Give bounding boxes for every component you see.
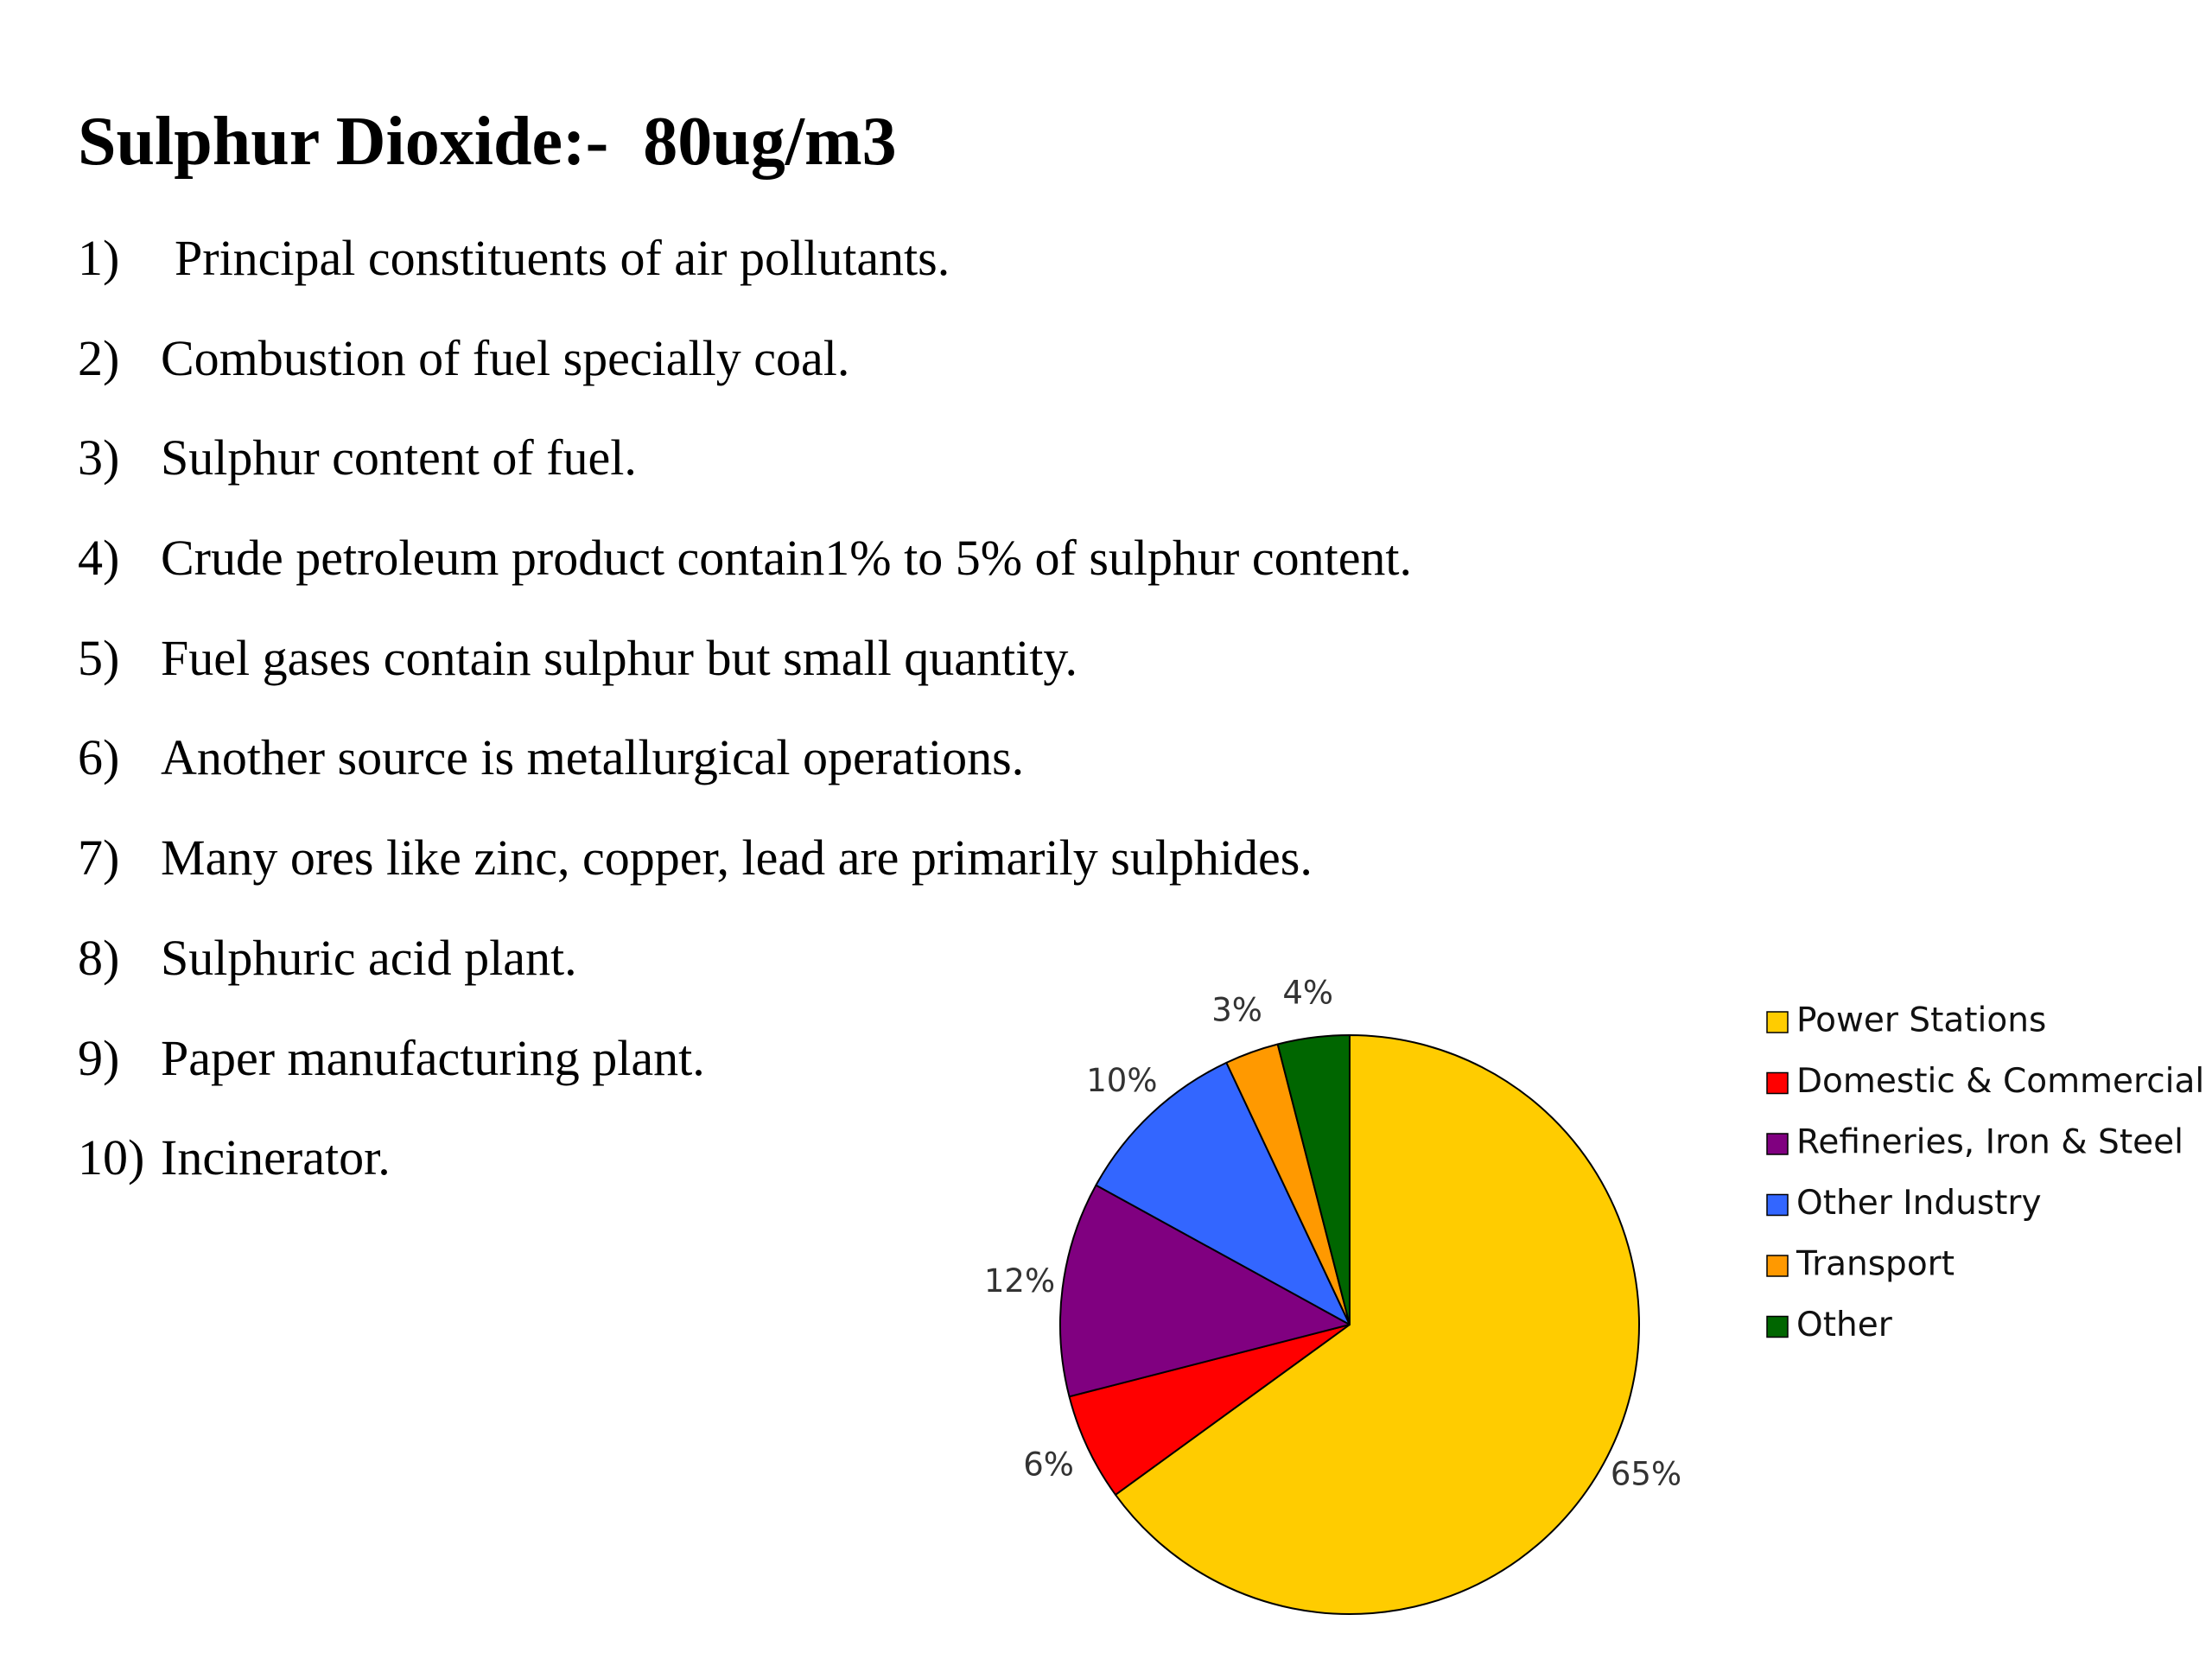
legend-label-refineries-iron-steel: Refineries, Iron & Steel bbox=[1796, 1123, 2183, 1162]
pie-slice-power-stations bbox=[1114, 1034, 1640, 1615]
pie-slice-other-industry bbox=[1095, 1061, 1351, 1325]
legend-swatch-other bbox=[1766, 1315, 1789, 1338]
pie-label-other: 4% bbox=[1282, 975, 1333, 1012]
chart-legend: Power Stations Domestic & Commercial Refin… bbox=[1766, 1001, 2204, 1344]
legend-label-other: Other bbox=[1796, 1306, 1893, 1344]
legend-label-domestic-commercial: Domestic & Commercial bbox=[1796, 1062, 2204, 1101]
pie-label-other-industry: 10% bbox=[1086, 1062, 1157, 1099]
list-item-text: Incinerator. bbox=[161, 1129, 391, 1186]
list-item-number: 5) bbox=[78, 629, 120, 686]
legend-swatch-other-industry bbox=[1766, 1193, 1789, 1217]
legend-label-other-industry: Other Industry bbox=[1796, 1184, 2042, 1223]
list-item-text: Another source is metallurgical operatio… bbox=[161, 729, 1025, 786]
pie-chart: 65% 6% 12% 10% 3% 4% Power Stations Domestic &… bbox=[984, 975, 2204, 1615]
legend-label-transport: Transport bbox=[1796, 1245, 1955, 1284]
list-item-text: Many ores like zinc, copper, lead are pr… bbox=[161, 830, 1313, 887]
legend-swatch-power-stations bbox=[1766, 1011, 1789, 1033]
pie-label-domestic-commercial: 6% bbox=[1023, 1446, 1074, 1483]
list-item-text: Principal constituents of air pollutants… bbox=[175, 230, 950, 286]
list-item-text: Paper manufacturing plant. bbox=[161, 1029, 705, 1086]
list-item-number: 9) bbox=[78, 1029, 120, 1086]
list-item-text: Fuel gases contain sulphur but small qua… bbox=[161, 629, 1078, 686]
legend-swatch-transport bbox=[1766, 1255, 1789, 1277]
list-item-text: Crude petroleum product contain1% to 5% … bbox=[161, 530, 1413, 587]
pie-label-power-stations: 65% bbox=[1611, 1455, 1681, 1492]
pie-labels: 65% 6% 12% 10% 3% 4% bbox=[984, 975, 1681, 1493]
list-item-number: 1) bbox=[78, 230, 120, 286]
legend-swatch-domestic-commercial bbox=[1766, 1071, 1789, 1095]
pie-slice-refineries-iron-steel bbox=[1059, 1184, 1351, 1398]
list-item-number: 6) bbox=[78, 729, 120, 786]
pie-slice-domestic-commercial bbox=[1068, 1324, 1351, 1496]
list-item-number: 4) bbox=[78, 530, 120, 587]
list-item-number: 2) bbox=[78, 329, 120, 386]
list-item-text: Sulphur content of fuel. bbox=[161, 429, 637, 486]
list-item-number: 10) bbox=[78, 1129, 145, 1186]
pie-slice-other bbox=[1276, 1034, 1351, 1325]
pie-slices bbox=[1059, 1034, 1640, 1615]
pie-label-refineries-iron-steel: 12% bbox=[984, 1262, 1055, 1300]
list-item-text: Combustion of fuel specially coal. bbox=[161, 329, 850, 386]
list-item-number: 3) bbox=[78, 429, 120, 486]
pie-label-transport: 3% bbox=[1211, 991, 1262, 1028]
list-item-number: 8) bbox=[78, 929, 120, 986]
slide-title: Sulphur Dioxide:- 80ug/m3 bbox=[78, 104, 897, 180]
legend-label-power-stations: Power Stations bbox=[1796, 1001, 2046, 1040]
list-item-number: 7) bbox=[78, 830, 120, 887]
legend-swatch-refineries-iron-steel bbox=[1766, 1133, 1789, 1155]
list-item-text: Sulphuric acid plant. bbox=[161, 929, 577, 986]
